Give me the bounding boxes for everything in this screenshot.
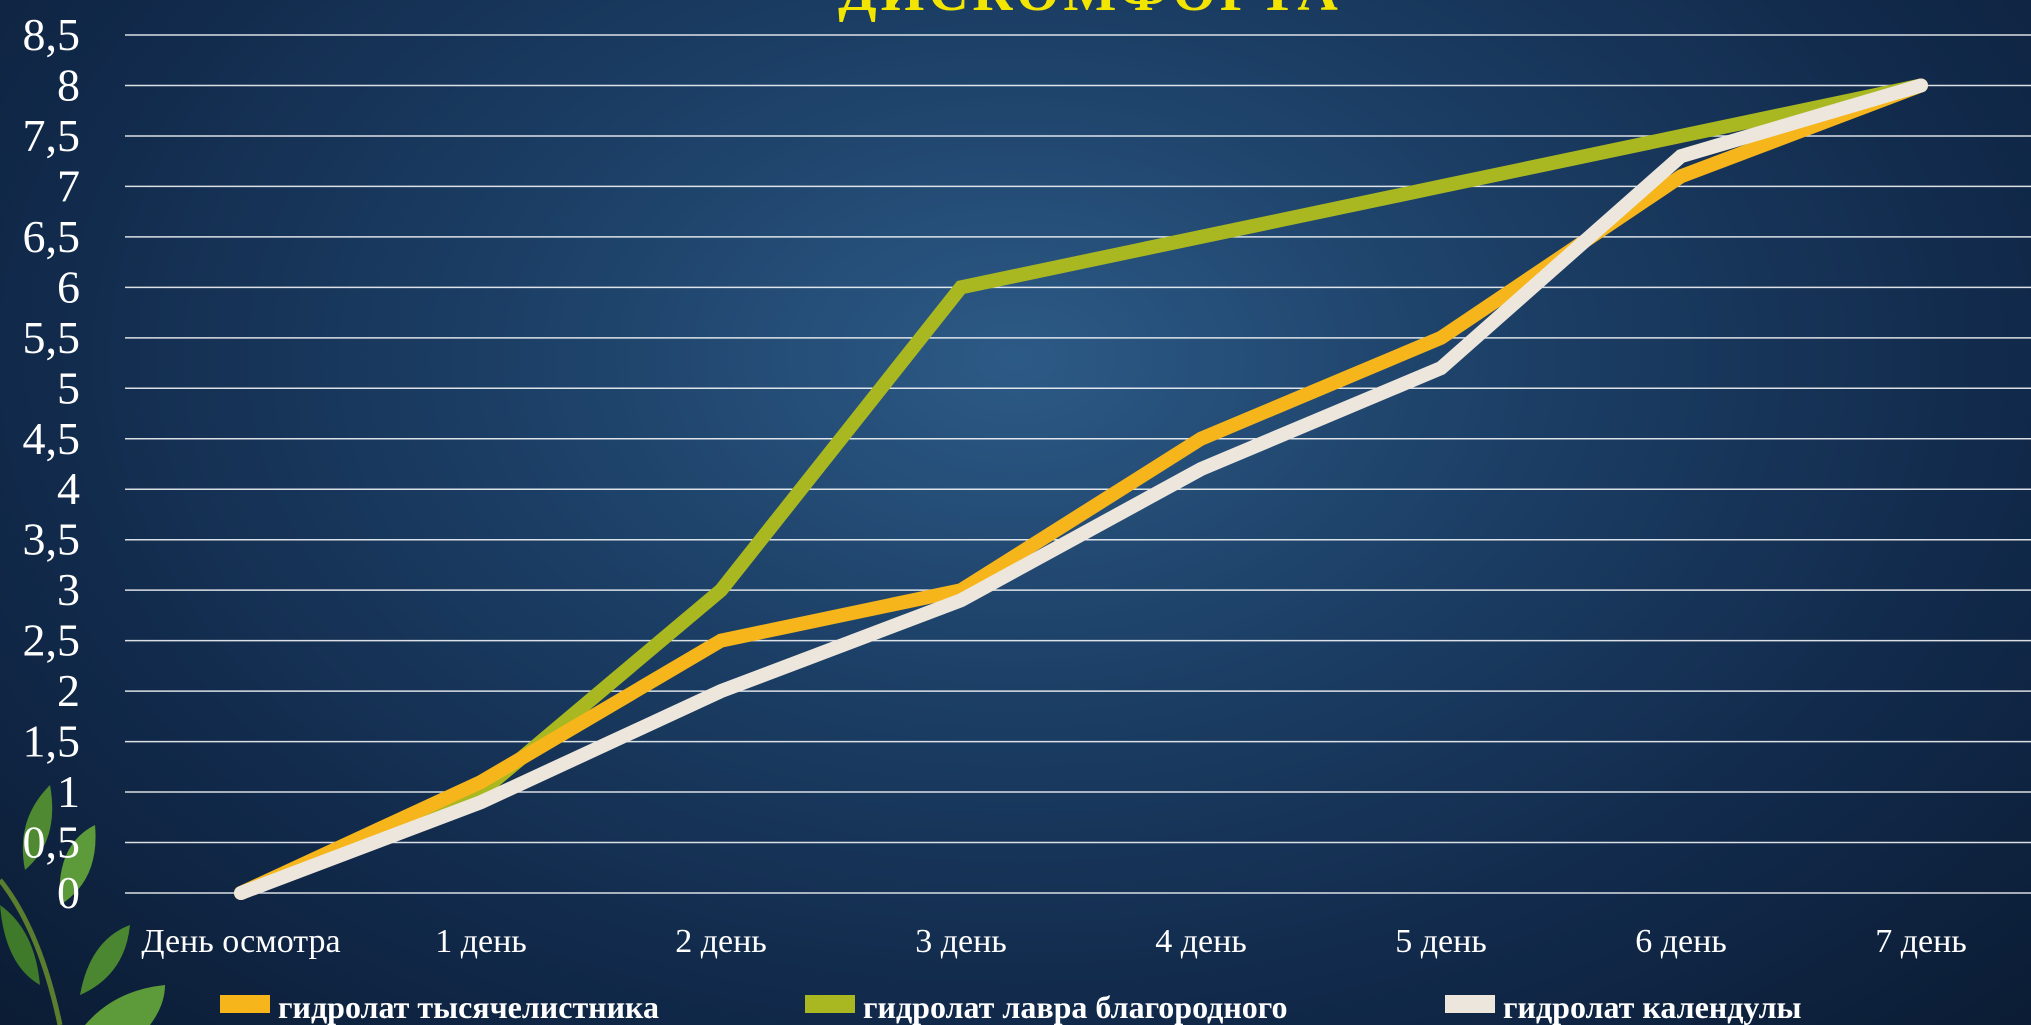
y-tick-label: 8,5 bbox=[23, 9, 81, 60]
data-point bbox=[719, 689, 723, 693]
data-point bbox=[719, 588, 723, 592]
y-tick-label: 7 bbox=[57, 160, 80, 211]
x-tick-label: 1 день bbox=[435, 923, 527, 960]
chart-title: ДИСКОМФОРТА bbox=[838, 0, 1342, 23]
legend-item: гидролат календулы bbox=[1445, 989, 1802, 1025]
data-point bbox=[959, 598, 963, 602]
gridlines bbox=[125, 34, 2031, 894]
legend-label: гидролат тысячелистника bbox=[278, 989, 659, 1025]
leaf bbox=[85, 985, 165, 1025]
y-tick-label: 0,5 bbox=[23, 817, 81, 868]
data-point bbox=[1919, 83, 1923, 87]
data-point bbox=[1679, 134, 1683, 138]
legend-item: гидролат лавра благородного bbox=[805, 989, 1288, 1025]
data-point bbox=[1199, 437, 1203, 441]
legend-label: гидролат лавра благородного bbox=[863, 989, 1288, 1025]
x-tick-label: 7 день bbox=[1875, 923, 1967, 960]
data-point bbox=[1199, 235, 1203, 239]
series-lines bbox=[234, 78, 1928, 900]
y-tick-label: 4 bbox=[57, 463, 80, 514]
y-tick-label: 2,5 bbox=[23, 615, 81, 666]
legend-swatch bbox=[220, 995, 270, 1013]
x-tick-label: 5 день bbox=[1395, 923, 1487, 960]
x-tick-label: 4 день bbox=[1155, 923, 1247, 960]
data-point bbox=[1439, 336, 1443, 340]
y-tick-label: 1,5 bbox=[23, 716, 81, 767]
x-axis-ticks: День осмотра 1 день 2 день 3 день 4 день 5 де… bbox=[141, 923, 1966, 960]
leaf-stem bbox=[0, 878, 63, 1025]
data-point bbox=[479, 800, 483, 804]
data-point bbox=[959, 588, 963, 592]
data-point bbox=[1679, 154, 1683, 158]
data-point bbox=[1679, 174, 1683, 178]
data-point bbox=[1439, 366, 1443, 370]
y-tick-label: 4,5 bbox=[23, 413, 81, 464]
legend-label: гидролат календулы bbox=[1503, 989, 1802, 1025]
data-point bbox=[479, 780, 483, 784]
y-axis-ticks: 00,511,522,533,544,555,566,577,588,5 bbox=[23, 9, 81, 918]
x-tick-label: 2 день bbox=[675, 923, 767, 960]
data-point bbox=[239, 891, 243, 895]
legend-swatch bbox=[1445, 995, 1495, 1013]
leaf bbox=[59, 825, 96, 905]
data-point bbox=[719, 639, 723, 643]
data-point bbox=[479, 790, 483, 794]
data-point bbox=[1199, 467, 1203, 471]
data-point bbox=[959, 285, 963, 289]
y-tick-label: 3,5 bbox=[23, 514, 81, 565]
y-tick-label: 6 bbox=[57, 261, 80, 312]
y-tick-label: 6,5 bbox=[23, 211, 81, 262]
legend-item: гидролат тысячелистника bbox=[220, 989, 659, 1025]
leaves-decoration bbox=[0, 785, 165, 1025]
leaf bbox=[80, 925, 130, 995]
x-tick-label: День осмотра bbox=[141, 923, 340, 960]
leaf bbox=[0, 905, 40, 985]
series-line bbox=[234, 78, 1928, 900]
y-tick-label: 2 bbox=[57, 665, 80, 716]
y-tick-label: 5,5 bbox=[23, 312, 81, 363]
y-tick-label: 0 bbox=[57, 867, 80, 918]
y-tick-label: 8 bbox=[57, 59, 80, 110]
y-tick-label: 7,5 bbox=[23, 110, 81, 161]
x-tick-label: 6 день bbox=[1635, 923, 1727, 960]
series-line bbox=[234, 78, 1928, 900]
legend-swatch bbox=[805, 995, 855, 1013]
legend: гидролат тысячелистника гидролат лавра бл… bbox=[220, 989, 1802, 1025]
y-tick-label: 1 bbox=[57, 766, 80, 817]
x-tick-label: 3 день bbox=[915, 923, 1007, 960]
leaf bbox=[22, 785, 53, 870]
data-point bbox=[1439, 184, 1443, 188]
y-tick-label: 3 bbox=[57, 564, 80, 615]
y-tick-label: 5 bbox=[57, 362, 80, 413]
